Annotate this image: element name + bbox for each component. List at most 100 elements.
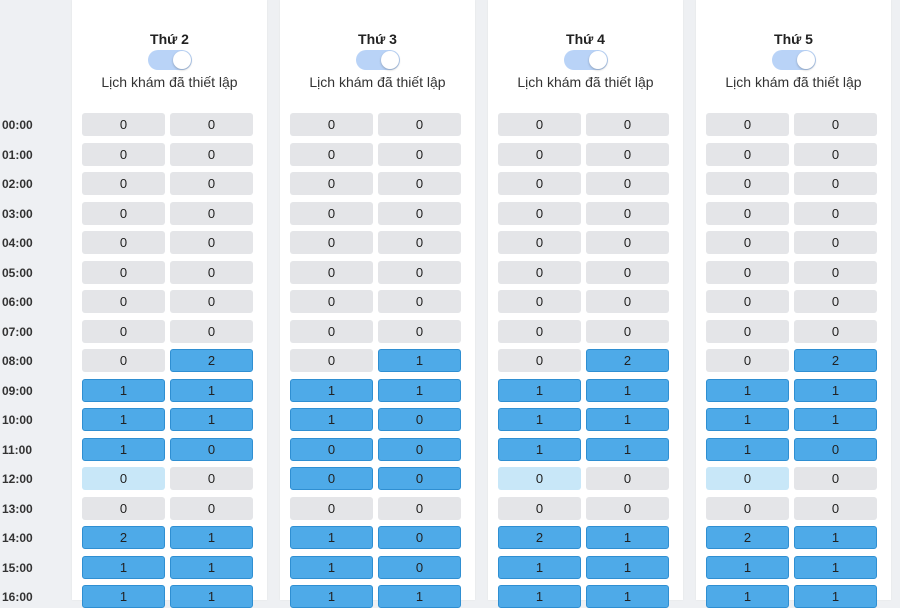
slot-cell[interactable]: 1 xyxy=(794,408,877,431)
slot-cell[interactable]: 0 xyxy=(170,172,253,195)
slot-cell[interactable]: 0 xyxy=(170,113,253,136)
slot-cell[interactable]: 0 xyxy=(378,437,461,461)
slot-cell[interactable]: 0 xyxy=(82,260,165,284)
slot-cell[interactable]: 0 xyxy=(378,172,461,195)
slot-cell[interactable]: 0 xyxy=(170,290,253,313)
slot-cell[interactable]: 0 xyxy=(170,260,253,284)
slot-cell[interactable]: 0 xyxy=(378,113,461,136)
slot-cell[interactable]: 0 xyxy=(290,113,373,136)
slot-cell[interactable]: 0 xyxy=(378,201,461,225)
slot-cell[interactable]: 1 xyxy=(82,408,165,431)
slot-cell[interactable]: 0 xyxy=(706,201,789,225)
slot-cell[interactable]: 0 xyxy=(290,172,373,195)
slot-cell[interactable]: 0 xyxy=(378,319,461,343)
slot-cell[interactable]: 2 xyxy=(706,526,789,549)
slot-cell[interactable]: 0 xyxy=(586,467,669,490)
toggle[interactable] xyxy=(148,50,192,70)
slot-cell[interactable]: 2 xyxy=(586,349,669,372)
toggle[interactable] xyxy=(356,50,400,70)
slot-cell[interactable]: 0 xyxy=(378,231,461,254)
slot-cell[interactable]: 0 xyxy=(82,349,165,372)
slot-cell[interactable]: 0 xyxy=(706,142,789,166)
slot-cell[interactable]: 1 xyxy=(378,378,461,402)
slot-cell[interactable]: 1 xyxy=(706,437,789,461)
slot-cell[interactable]: 0 xyxy=(170,437,253,461)
slot-cell[interactable]: 1 xyxy=(706,585,789,608)
slot-cell[interactable]: 1 xyxy=(290,378,373,402)
slot-cell[interactable]: 0 xyxy=(586,231,669,254)
slot-cell[interactable]: 1 xyxy=(706,555,789,579)
slot-cell[interactable]: 1 xyxy=(498,437,581,461)
slot-cell[interactable]: 0 xyxy=(290,496,373,520)
slot-cell[interactable]: 0 xyxy=(290,201,373,225)
slot-cell[interactable]: 0 xyxy=(706,260,789,284)
slot-cell[interactable]: 0 xyxy=(586,319,669,343)
slot-cell[interactable]: 0 xyxy=(170,142,253,166)
slot-cell[interactable]: 1 xyxy=(498,555,581,579)
slot-cell[interactable]: 2 xyxy=(170,349,253,372)
slot-cell[interactable]: 0 xyxy=(706,349,789,372)
slot-cell[interactable]: 0 xyxy=(378,290,461,313)
toggle[interactable] xyxy=(564,50,608,70)
slot-cell[interactable]: 0 xyxy=(706,319,789,343)
slot-cell[interactable]: 1 xyxy=(498,585,581,608)
slot-cell[interactable]: 0 xyxy=(498,113,581,136)
slot-cell[interactable]: 0 xyxy=(498,496,581,520)
slot-cell[interactable]: 0 xyxy=(794,113,877,136)
slot-cell[interactable]: 0 xyxy=(586,142,669,166)
slot-cell[interactable]: 0 xyxy=(794,467,877,490)
slot-cell[interactable]: 0 xyxy=(498,172,581,195)
slot-cell[interactable]: 0 xyxy=(82,290,165,313)
slot-cell[interactable]: 0 xyxy=(82,496,165,520)
slot-cell[interactable]: 1 xyxy=(170,526,253,549)
slot-cell[interactable]: 0 xyxy=(170,496,253,520)
slot-cell[interactable]: 1 xyxy=(82,437,165,461)
slot-cell[interactable]: 0 xyxy=(82,201,165,225)
slot-cell[interactable]: 1 xyxy=(82,555,165,579)
slot-cell[interactable]: 0 xyxy=(794,319,877,343)
slot-cell[interactable]: 0 xyxy=(170,201,253,225)
slot-cell[interactable]: 1 xyxy=(378,585,461,608)
slot-cell[interactable]: 0 xyxy=(290,437,373,461)
slot-cell[interactable]: 1 xyxy=(290,585,373,608)
slot-cell[interactable]: 0 xyxy=(586,496,669,520)
slot-cell[interactable]: 1 xyxy=(170,408,253,431)
slot-cell[interactable]: 0 xyxy=(378,408,461,431)
slot-cell[interactable]: 1 xyxy=(498,378,581,402)
slot-cell[interactable]: 1 xyxy=(794,555,877,579)
slot-cell[interactable]: 1 xyxy=(794,526,877,549)
slot-cell[interactable]: 0 xyxy=(706,113,789,136)
slot-cell[interactable]: 1 xyxy=(586,585,669,608)
slot-cell[interactable]: 0 xyxy=(794,290,877,313)
slot-cell[interactable]: 1 xyxy=(82,585,165,608)
slot-cell[interactable]: 0 xyxy=(290,349,373,372)
slot-cell[interactable]: 2 xyxy=(794,349,877,372)
slot-cell[interactable]: 0 xyxy=(498,290,581,313)
slot-cell[interactable]: 1 xyxy=(498,408,581,431)
slot-cell[interactable]: 0 xyxy=(82,319,165,343)
slot-cell[interactable]: 0 xyxy=(706,290,789,313)
slot-cell[interactable]: 0 xyxy=(794,172,877,195)
slot-cell[interactable]: 0 xyxy=(290,290,373,313)
slot-cell[interactable]: 0 xyxy=(82,113,165,136)
slot-cell[interactable]: 0 xyxy=(378,526,461,549)
slot-cell[interactable]: 1 xyxy=(706,408,789,431)
slot-cell[interactable]: 1 xyxy=(586,437,669,461)
slot-cell[interactable]: 0 xyxy=(498,467,581,490)
slot-cell[interactable]: 0 xyxy=(794,260,877,284)
slot-cell[interactable]: 0 xyxy=(170,231,253,254)
slot-cell[interactable]: 0 xyxy=(378,142,461,166)
slot-cell[interactable]: 2 xyxy=(498,526,581,549)
slot-cell[interactable]: 0 xyxy=(498,201,581,225)
slot-cell[interactable]: 0 xyxy=(498,319,581,343)
slot-cell[interactable]: 0 xyxy=(170,467,253,490)
slot-cell[interactable]: 0 xyxy=(290,142,373,166)
slot-cell[interactable]: 0 xyxy=(498,260,581,284)
slot-cell[interactable]: 0 xyxy=(706,467,789,490)
slot-cell[interactable]: 1 xyxy=(290,526,373,549)
slot-cell[interactable]: 0 xyxy=(794,142,877,166)
slot-cell[interactable]: 0 xyxy=(794,231,877,254)
slot-cell[interactable]: 0 xyxy=(378,467,461,490)
slot-cell[interactable]: 0 xyxy=(586,172,669,195)
slot-cell[interactable]: 0 xyxy=(498,349,581,372)
